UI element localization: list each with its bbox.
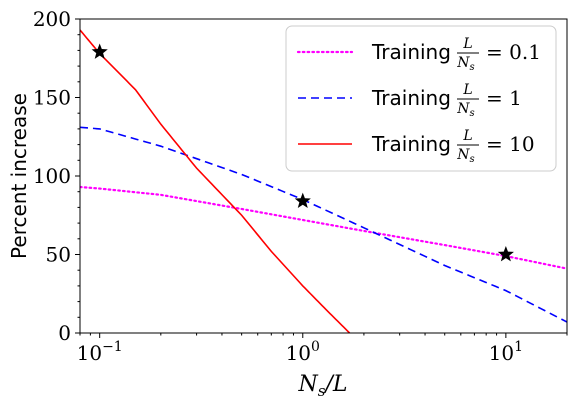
legend-ratio-numerator: L [462, 82, 472, 98]
y-axis-label: Percent increase [7, 93, 31, 259]
series-line-0 [80, 185, 567, 270]
legend-value: = 10 [486, 132, 535, 156]
axes-layer: 0 50 100 150 200 10−1 100 101 [33, 7, 568, 365]
x-tick-label: 100 [286, 339, 320, 365]
y-tick-label: 0 [58, 321, 71, 345]
x-tick-label: 101 [489, 339, 523, 365]
legend-label-text: Training [371, 132, 451, 156]
x-axis-label: Ns/L [298, 372, 348, 400]
legend-label-text: Training [371, 40, 451, 64]
marker-layer [91, 43, 514, 262]
y-tick-label: 50 [46, 243, 71, 267]
x-tick-label: 10−1 [77, 339, 123, 365]
star-marker-0 [497, 246, 514, 262]
legend-ratio-numerator: L [462, 36, 472, 52]
legend-label-text: Training [371, 86, 451, 110]
legend-label-0: Training LNs= 0.1 [371, 36, 541, 73]
legend-label-2: Training LNs= 10 [371, 128, 535, 165]
legend-ratio-numerator: L [462, 128, 472, 144]
series-line-2 [80, 29, 351, 333]
legend-value: = 1 [486, 86, 522, 110]
y-tick-label: 200 [33, 7, 71, 31]
star-marker-1 [294, 192, 311, 208]
y-tick-label: 100 [33, 164, 71, 188]
legend-frame [285, 25, 557, 172]
star-marker-2 [91, 43, 108, 59]
legend-value: = 0.1 [486, 40, 541, 64]
y-tick-label: 150 [33, 86, 71, 110]
